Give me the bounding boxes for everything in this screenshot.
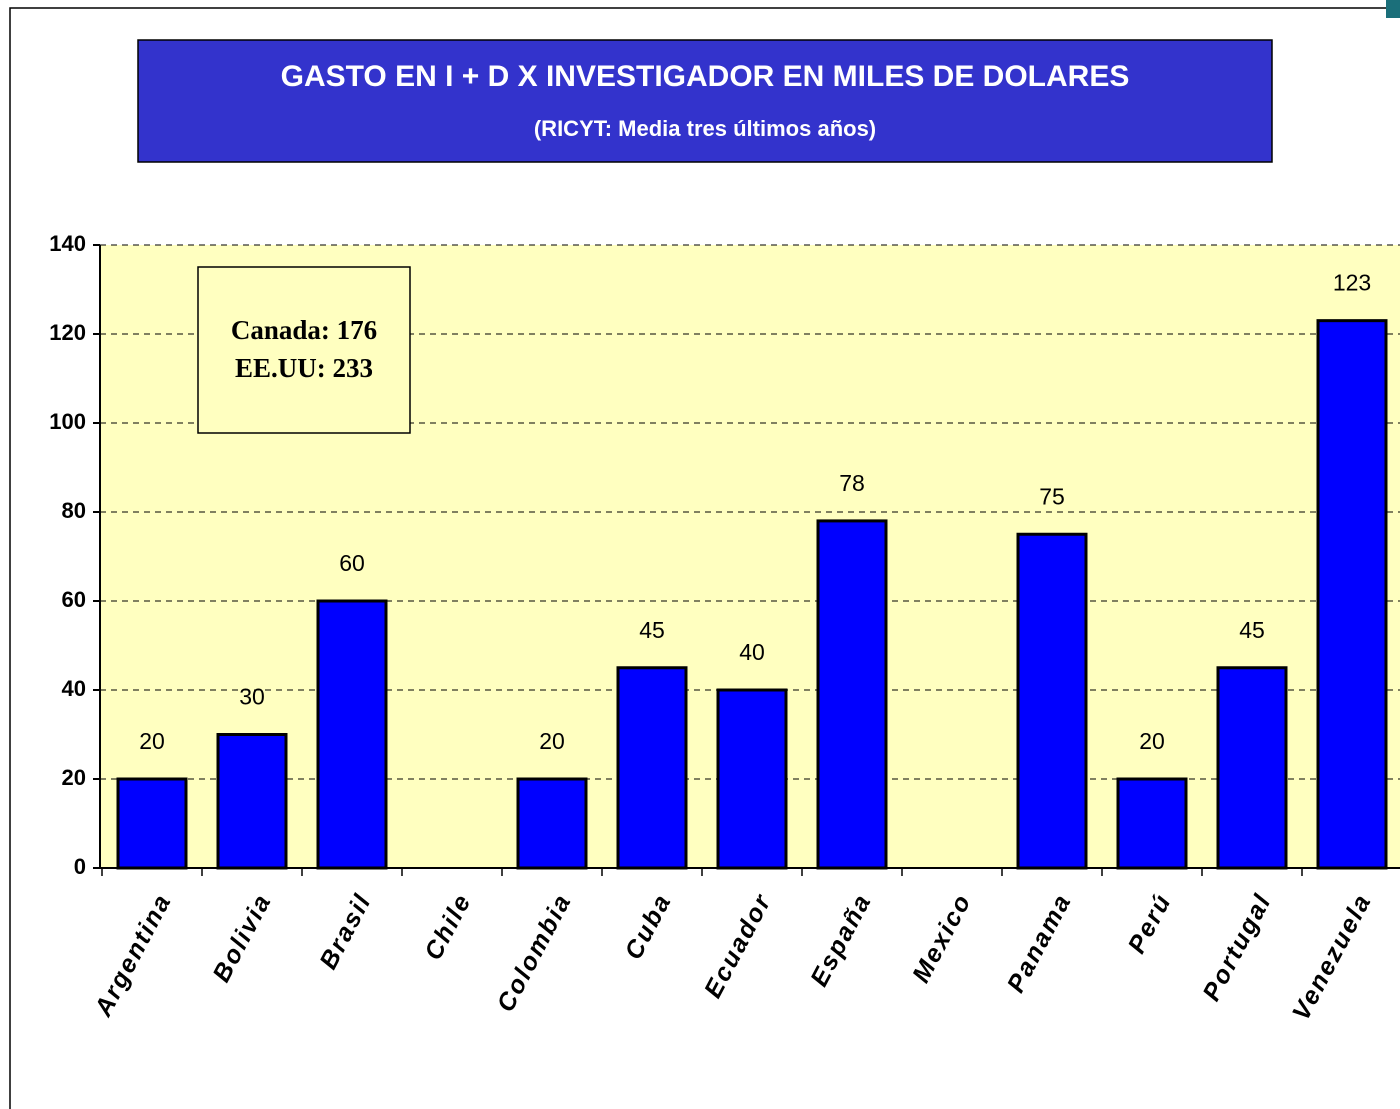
data-label: 20	[139, 728, 165, 754]
data-label: 30	[239, 684, 265, 710]
title-box	[137, 39, 1273, 163]
bar	[1116, 777, 1188, 870]
y-tick-label: 100	[49, 409, 86, 434]
chart-subtitle: (RICYT: Media tres últimos años)	[534, 116, 876, 141]
data-label: 60	[339, 550, 365, 576]
data-label: 20	[1139, 728, 1165, 754]
bar	[1216, 666, 1288, 870]
corner-decoration	[1386, 0, 1400, 18]
bar	[1016, 532, 1088, 870]
bar	[716, 688, 788, 870]
y-tick-label: 0	[74, 854, 86, 879]
bar	[816, 519, 888, 870]
data-label: 123	[1333, 270, 1371, 296]
bar	[216, 733, 288, 870]
annotation: EE.UU: 233	[235, 353, 373, 383]
annotation-box	[197, 266, 411, 434]
data-label: 20	[539, 728, 565, 754]
y-tick-label: 20	[62, 765, 86, 790]
data-label: 45	[1239, 617, 1265, 643]
bar	[616, 666, 688, 870]
bar	[1316, 319, 1388, 870]
y-tick-label: 60	[62, 587, 86, 612]
data-label: 45	[639, 617, 665, 643]
data-label: 78	[839, 470, 865, 496]
bar	[316, 599, 388, 870]
y-tick-label: 40	[62, 676, 86, 701]
y-tick-label: 140	[49, 231, 86, 256]
y-tick-label: 120	[49, 320, 86, 345]
data-label: 75	[1039, 483, 1065, 509]
bar	[116, 777, 188, 870]
chart-title: GASTO EN I + D X INVESTIGADOR EN MILES D…	[281, 60, 1130, 93]
annotation: Canada: 176	[231, 315, 377, 345]
data-label: 40	[739, 639, 765, 665]
bar	[516, 777, 588, 870]
y-tick-label: 80	[62, 498, 86, 523]
